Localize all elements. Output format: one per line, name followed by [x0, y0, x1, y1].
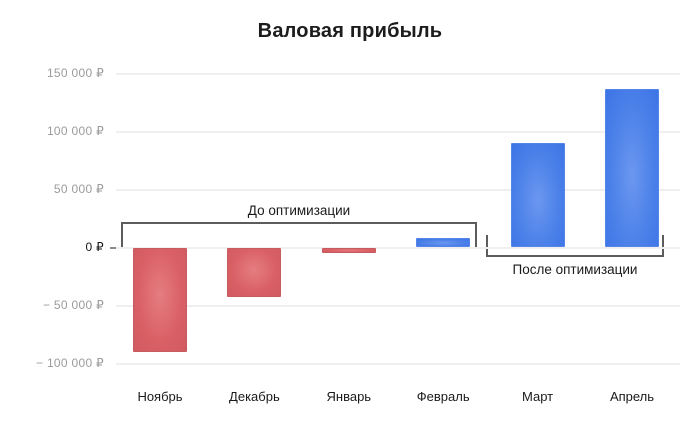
x-axis-label: Ноябрь: [137, 389, 183, 404]
bar-Декабрь: [227, 248, 282, 297]
bracket-before-optimization: [121, 222, 477, 247]
gridline: [116, 72, 680, 75]
x-axis-label: Февраль: [416, 389, 470, 404]
x-axis-label: Декабрь: [229, 389, 280, 404]
x-axis-label: Март: [522, 389, 554, 404]
annotation-before-label: До оптимизации: [247, 203, 351, 218]
y-axis-label: 150 000 ₽: [46, 65, 104, 80]
y-axis-label: − 100 000 ₽: [36, 355, 104, 370]
bar-Март: [510, 143, 565, 248]
x-axis-label: Апрель: [609, 389, 655, 404]
zero-axis-tick: [110, 246, 116, 249]
bar-Ноябрь: [133, 248, 187, 353]
gridline: [116, 188, 680, 191]
gridline: [116, 362, 680, 365]
y-axis-label: − 50 000 ₽: [42, 297, 104, 312]
page-title: Валовая прибыль: [257, 20, 443, 42]
bar-Февраль: [416, 238, 471, 248]
bar-Январь: [321, 248, 376, 253]
x-axis-label: Январь: [326, 389, 372, 404]
gridline: [116, 246, 680, 249]
y-axis-label: 0 ₽: [85, 239, 104, 254]
annotation-after-label: После оптимизации: [512, 262, 638, 277]
y-axis-label: 100 000 ₽: [46, 123, 104, 138]
y-axis-label: 50 000 ₽: [53, 181, 104, 196]
bracket-after-optimization: [486, 235, 664, 257]
gridline: [116, 130, 680, 133]
bar-Апрель: [605, 88, 659, 248]
gridline: [116, 304, 680, 307]
